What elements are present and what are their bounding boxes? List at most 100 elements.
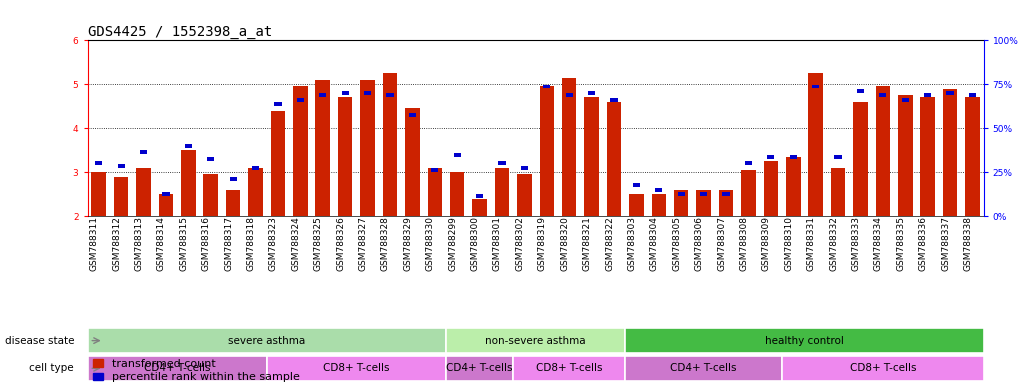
- Bar: [625, 356, 782, 381]
- Bar: [342, 91, 349, 95]
- Bar: [674, 190, 688, 216]
- Bar: [857, 89, 864, 93]
- Bar: [745, 162, 752, 166]
- Bar: [719, 190, 733, 216]
- Text: CD8+ T-cells: CD8+ T-cells: [323, 363, 389, 373]
- Text: GSM788311: GSM788311: [90, 216, 99, 271]
- Text: CD4+ T-cells: CD4+ T-cells: [446, 363, 513, 373]
- Bar: [294, 86, 308, 216]
- Text: GSM788313: GSM788313: [135, 216, 143, 271]
- Text: GSM788316: GSM788316: [202, 216, 211, 271]
- Bar: [383, 73, 398, 216]
- Text: GSM788321: GSM788321: [583, 216, 591, 271]
- Bar: [812, 84, 819, 88]
- Bar: [499, 162, 506, 166]
- Text: CD8+ T-cells: CD8+ T-cells: [850, 363, 916, 373]
- Text: GSM788299: GSM788299: [448, 216, 457, 271]
- Bar: [611, 98, 618, 102]
- Text: healthy control: healthy control: [765, 336, 844, 346]
- Bar: [159, 194, 173, 216]
- Text: GSM788328: GSM788328: [381, 216, 390, 271]
- Bar: [517, 174, 531, 216]
- Bar: [629, 194, 644, 216]
- Text: GSM788323: GSM788323: [269, 216, 278, 271]
- Bar: [181, 150, 196, 216]
- Bar: [432, 168, 439, 172]
- Text: GSM788308: GSM788308: [740, 216, 749, 271]
- Bar: [565, 93, 573, 97]
- Bar: [386, 93, 393, 97]
- Text: GSM788329: GSM788329: [404, 216, 412, 271]
- Bar: [853, 102, 867, 216]
- Bar: [248, 168, 263, 216]
- Text: CD4+ T-cells: CD4+ T-cells: [671, 363, 736, 373]
- Bar: [92, 172, 106, 216]
- Bar: [722, 192, 729, 196]
- Text: GSM788307: GSM788307: [717, 216, 726, 271]
- Bar: [319, 93, 327, 97]
- Bar: [880, 93, 887, 97]
- Text: GSM788330: GSM788330: [425, 216, 435, 271]
- Bar: [88, 356, 267, 381]
- Text: severe asthma: severe asthma: [229, 336, 306, 346]
- Bar: [226, 190, 240, 216]
- Text: GSM788335: GSM788335: [896, 216, 905, 271]
- Text: GSM788304: GSM788304: [650, 216, 659, 271]
- Bar: [453, 153, 460, 157]
- Bar: [450, 172, 465, 216]
- Bar: [446, 356, 513, 381]
- Bar: [271, 111, 285, 216]
- Text: cell type: cell type: [30, 363, 74, 373]
- Text: GDS4425 / 1552398_a_at: GDS4425 / 1552398_a_at: [88, 25, 272, 39]
- Bar: [140, 151, 147, 154]
- Text: CD4+ T-cells: CD4+ T-cells: [144, 363, 210, 373]
- Bar: [655, 188, 662, 192]
- Bar: [876, 86, 890, 216]
- Bar: [742, 170, 756, 216]
- Bar: [476, 194, 483, 199]
- Text: GSM788300: GSM788300: [471, 216, 480, 271]
- Text: GSM788334: GSM788334: [873, 216, 883, 271]
- Bar: [767, 155, 775, 159]
- Bar: [338, 98, 352, 216]
- Bar: [252, 166, 260, 170]
- Bar: [360, 80, 375, 216]
- Bar: [95, 162, 102, 166]
- Bar: [763, 161, 778, 216]
- Bar: [409, 113, 416, 117]
- Text: GSM788337: GSM788337: [941, 216, 950, 271]
- Text: GSM788336: GSM788336: [919, 216, 928, 271]
- Bar: [267, 356, 446, 381]
- Text: CD8+ T-cells: CD8+ T-cells: [536, 363, 603, 373]
- Bar: [315, 80, 330, 216]
- Text: GSM788325: GSM788325: [314, 216, 322, 271]
- Bar: [184, 144, 192, 148]
- Bar: [700, 192, 708, 196]
- Text: non-severe asthma: non-severe asthma: [485, 336, 586, 346]
- Text: GSM788320: GSM788320: [560, 216, 570, 271]
- Bar: [831, 168, 846, 216]
- Text: GSM788326: GSM788326: [336, 216, 345, 271]
- Text: GSM788338: GSM788338: [963, 216, 972, 271]
- Text: GSM788322: GSM788322: [605, 216, 614, 271]
- Bar: [297, 98, 304, 102]
- Text: GSM788332: GSM788332: [829, 216, 838, 271]
- Text: GSM788302: GSM788302: [515, 216, 524, 271]
- Bar: [625, 328, 984, 353]
- Bar: [364, 91, 371, 95]
- Bar: [790, 155, 797, 159]
- Bar: [117, 164, 125, 168]
- Bar: [136, 168, 150, 216]
- Text: GSM788319: GSM788319: [538, 216, 547, 271]
- Text: disease state: disease state: [4, 336, 74, 346]
- Bar: [921, 98, 935, 216]
- Bar: [809, 73, 823, 216]
- Bar: [942, 89, 957, 216]
- Text: GSM788317: GSM788317: [225, 216, 233, 271]
- Bar: [782, 356, 984, 381]
- Bar: [632, 184, 640, 187]
- Bar: [924, 93, 931, 97]
- Bar: [607, 102, 621, 216]
- Bar: [540, 86, 554, 216]
- Bar: [947, 91, 954, 95]
